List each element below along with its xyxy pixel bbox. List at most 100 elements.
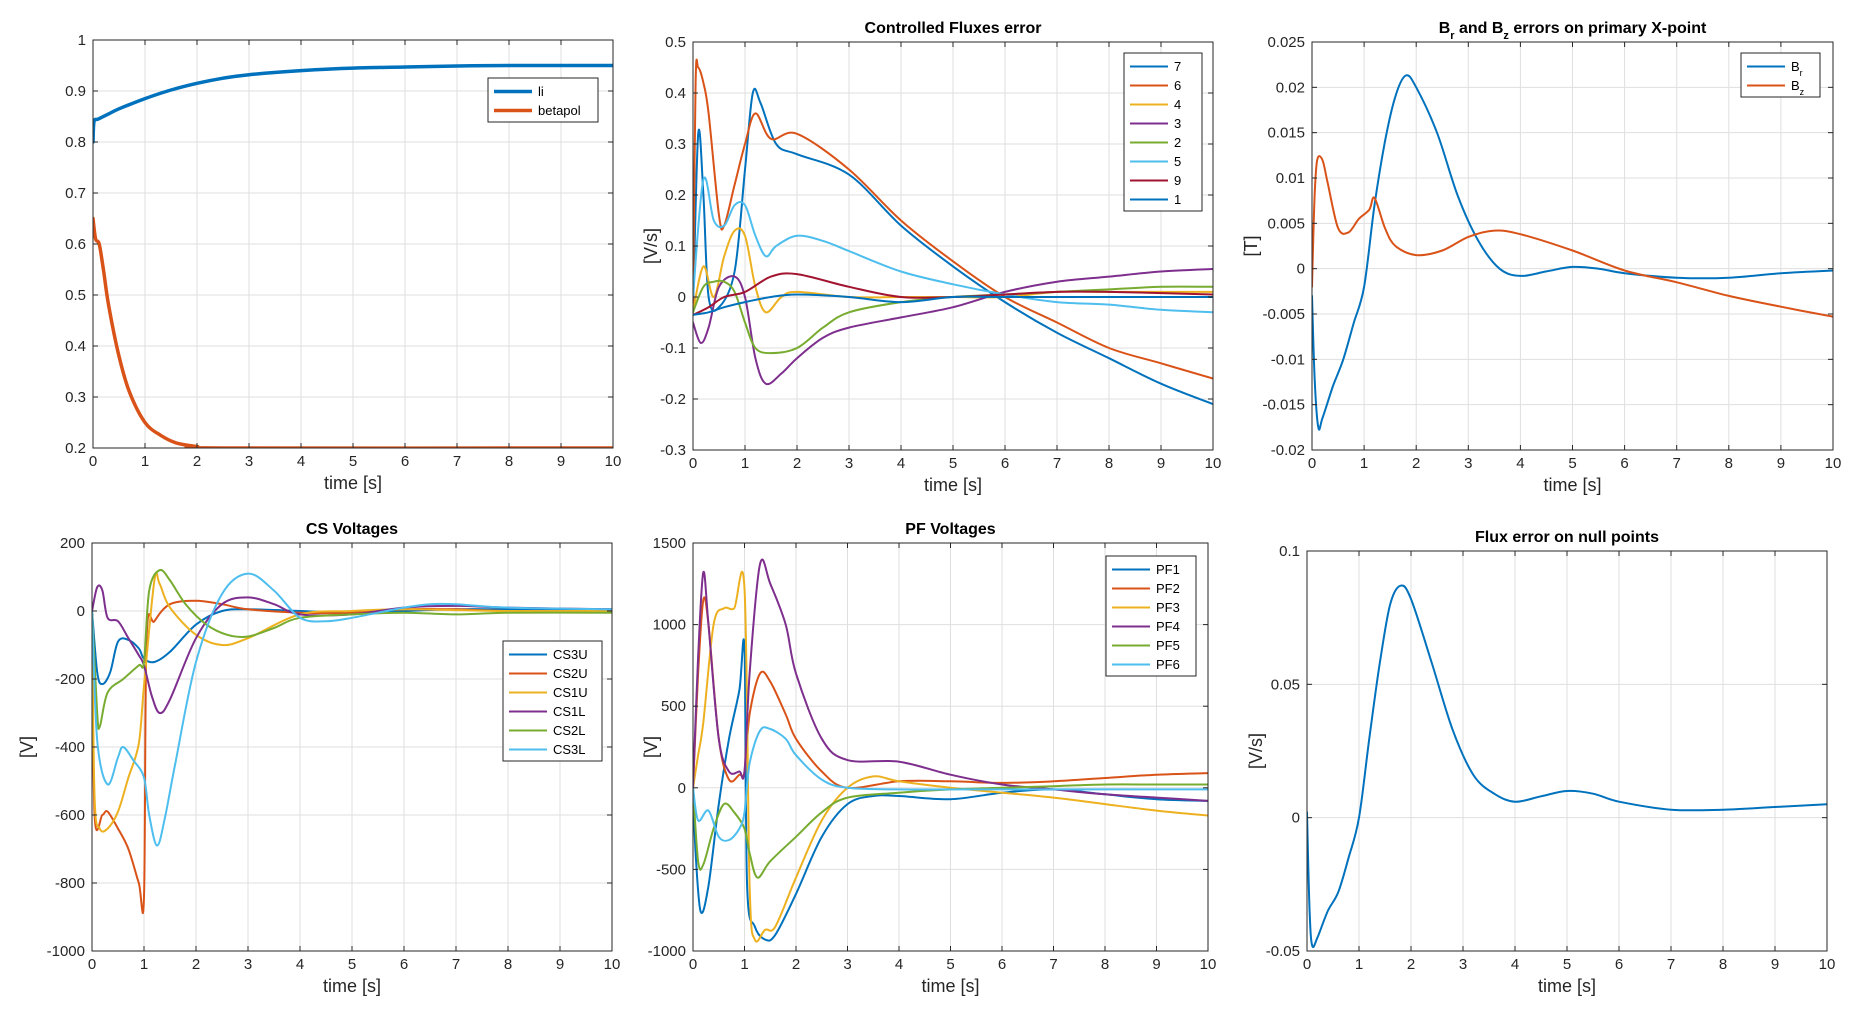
x-tick-label: 0 [1303,956,1311,973]
legend-box [502,640,603,762]
x-tick-label: 3 [1459,956,1467,973]
y-axis-label: [V] [17,736,37,758]
x-tick-label: 6 [1620,455,1628,472]
legend-label: 3 [1174,116,1181,131]
x-tick-label: 1 [740,956,748,973]
series-line-cs1u [92,571,612,833]
x-tick-label: 8 [1725,455,1733,472]
x-tick-label: 5 [348,956,356,973]
x-tick-label: 5 [949,455,957,472]
legend-label: 1 [1174,192,1181,207]
y-tick-label: 0.05 [1271,676,1300,693]
y-tick-label: -400 [55,739,85,756]
legend-label: CS3L [553,742,586,757]
series-group [693,58,1213,406]
y-tick-label: -0.05 [1266,943,1300,960]
x-tick-label: 1 [1360,455,1368,472]
x-tick-label: 6 [1001,455,1009,472]
series-group [1312,74,1833,431]
x-tick-label: 1 [741,455,749,472]
x-tick-label: 4 [297,453,305,470]
x-tick-label: 9 [556,956,564,973]
legend-box [1740,52,1821,98]
chart-p2: 0 1 2 3 4 5 6 7 8 9 10 -0.3 -0.2 -0.1 0 0.1 0.2 0.3 0.4 0.5… [641,20,1221,495]
y-tick-label: 0.025 [1267,34,1305,51]
x-tick-label: 10 [1819,956,1836,973]
y-tick-label: 0.2 [665,187,686,204]
x-tick-label: 0 [689,956,697,973]
series-line-6 [693,58,1213,380]
x-tick-label: 2 [193,453,201,470]
chart-title: Br and Bz errors on primary X-point [1439,20,1707,42]
legend: CS3U CS2U CS1U CS1L CS2L CS3L [502,640,603,762]
y-tick-label: -0.3 [660,442,686,459]
x-axis-label: time [s] [1543,475,1601,495]
legend: li betapol [487,77,599,123]
x-tick-label: 8 [1719,956,1727,973]
y-tick-label: 0.7 [65,185,86,202]
x-tick-label: 5 [1568,455,1576,472]
legend-box [487,77,599,123]
x-tick-label: 7 [1667,956,1675,973]
legend-label: CS1U [553,685,588,700]
legend-label: 9 [1174,173,1181,188]
y-tick-label: -500 [656,861,686,878]
y-tick-label: 0.5 [665,34,686,51]
y-tick-label: -600 [55,807,85,824]
series-line-9 [693,272,1213,316]
y-axis-label: [V] [641,736,661,758]
series-line-li [93,63,613,144]
legend-label: 7 [1174,59,1181,74]
y-tick-label: 0 [678,289,686,306]
x-tick-label: 1 [1355,956,1363,973]
x-tick-label: 10 [1200,956,1217,973]
legend-label: betapol [538,103,581,118]
x-tick-label: 10 [1205,455,1222,472]
y-tick-label: 1 [78,32,86,49]
chart-title: Flux error on null points [1475,529,1659,546]
y-tick-label: -0.1 [660,340,686,357]
series-line-cs3u [92,608,612,686]
legend-label: PF6 [1156,657,1180,672]
x-tick-label: 1 [140,956,148,973]
y-tick-label: 0.4 [665,85,686,102]
series-line-pf6 [693,726,1208,842]
x-tick-label: 2 [1412,455,1420,472]
y-tick-label: 0.02 [1276,79,1305,96]
series-line-flux-error [1307,584,1827,949]
x-tick-label: 4 [895,956,903,973]
x-tick-label: 9 [1777,455,1785,472]
x-tick-label: 8 [1101,956,1109,973]
legend-label: PF1 [1156,562,1180,577]
x-tick-label: 2 [192,956,200,973]
x-axis-label: time [s] [323,976,381,996]
series-group [1307,584,1827,949]
y-tick-label: 0.1 [1279,543,1300,560]
series-line-1 [693,293,1213,316]
chart-title: PF Voltages [905,521,995,538]
x-axis-label: time [s] [1538,976,1596,996]
legend-label: PF3 [1156,600,1180,615]
x-axis-label: time [s] [324,473,382,493]
legend-label: 5 [1174,154,1181,169]
x-tick-label: 0 [689,455,697,472]
x-tick-label: 6 [998,956,1006,973]
x-tick-label: 8 [505,453,513,470]
x-tick-label: 1 [141,453,149,470]
series-line-3 [693,268,1213,386]
y-tick-label: 0.01 [1276,170,1305,187]
y-tick-label: 0.005 [1267,215,1305,232]
legend-box [1105,555,1197,677]
y-tick-label: -0.015 [1262,397,1305,414]
x-tick-label: 6 [401,453,409,470]
legend: PF1 PF2 PF3 PF4 PF5 PF6 [1105,555,1197,677]
x-tick-label: 5 [1563,956,1571,973]
series-line-cs3l [92,572,612,847]
x-tick-label: 7 [452,956,460,973]
y-tick-label: 0.4 [65,338,86,355]
x-tick-label: 4 [1511,956,1519,973]
y-tick-label: -0.005 [1262,306,1305,323]
legend-label: 2 [1174,135,1181,150]
y-tick-label: 0.9 [65,83,86,100]
